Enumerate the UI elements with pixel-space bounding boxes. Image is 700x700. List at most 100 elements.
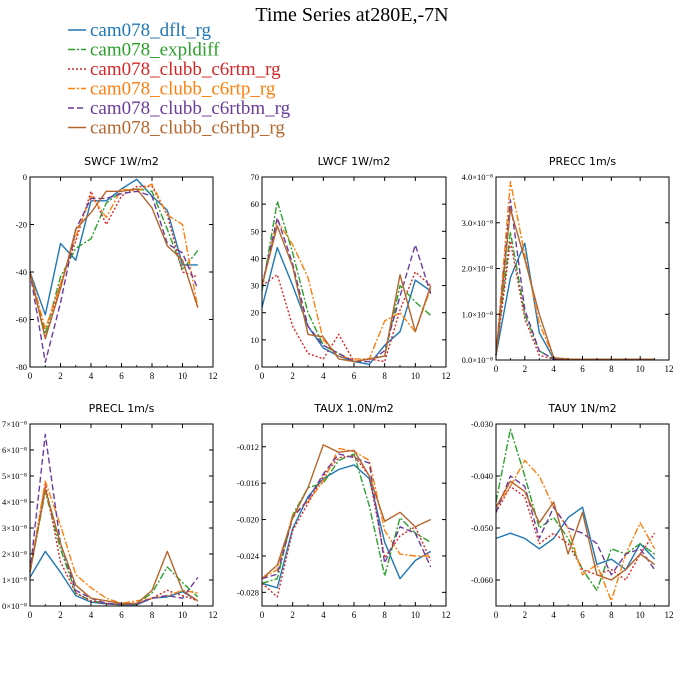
panel-5: TAUY 1N/m2 0 2 4 6 8 10 12 -0.030 -0.040 -0.050 -0.… xyxy=(471,402,673,620)
y-tick-label: 0×10⁻⁸ xyxy=(2,601,27,611)
x-tick-label: 10 xyxy=(178,610,188,620)
y-tick-label: 70 xyxy=(251,172,260,182)
series-line xyxy=(261,453,432,584)
panel-1: LWCF 1W/m2 0 2 4 6 8 10 12 0 10 20 30 40 50 60 70 xyxy=(251,155,451,381)
axes-frame xyxy=(29,176,214,368)
y-tick-label: 40 xyxy=(251,253,260,263)
x-tick-label: 12 xyxy=(665,364,674,374)
y-tick-label: -0.040 xyxy=(471,471,493,481)
panel-title: PRECL 1m/s xyxy=(89,402,155,415)
y-tick-label: -0.020 xyxy=(237,515,259,525)
series-line xyxy=(495,485,656,581)
series-line xyxy=(261,271,432,363)
y-tick-label: 1×10⁻⁸ xyxy=(2,575,27,585)
figure-title: Time Series at280E,-7N xyxy=(255,4,448,26)
x-tick-label: 8 xyxy=(150,610,155,620)
x-tick-label: 4 xyxy=(321,610,326,620)
x-tick-label: 4 xyxy=(321,371,326,381)
x-tick-label: 12 xyxy=(209,610,218,620)
series-line xyxy=(29,483,199,606)
y-tick-label: 3×10⁻⁸ xyxy=(2,523,27,533)
x-tick-label: 8 xyxy=(382,371,387,381)
x-tick-label: 4 xyxy=(89,371,94,381)
y-tick-label: 60 xyxy=(251,199,260,209)
y-tick-label: 2×10⁻⁸ xyxy=(2,549,27,559)
series-line xyxy=(261,464,432,589)
series-line xyxy=(29,433,199,606)
x-tick-label: 4 xyxy=(89,610,94,620)
series-line xyxy=(29,490,199,606)
y-tick-label: 0 xyxy=(255,362,259,372)
series-line xyxy=(261,246,432,365)
series-line xyxy=(261,447,431,580)
x-tick-label: 4 xyxy=(551,610,556,620)
axes-frame xyxy=(261,176,447,368)
x-tick-label: 12 xyxy=(209,371,218,381)
series-line xyxy=(495,242,655,361)
series-line xyxy=(495,459,656,602)
panel-title: LWCF 1W/m2 xyxy=(318,155,391,168)
series-line xyxy=(495,231,655,361)
y-tick-label: -80 xyxy=(16,362,27,372)
panel-0: SWCF 1W/m2 0 2 4 6 8 10 12 0 -20 -40 -60 -80 xyxy=(16,155,218,381)
axes-frame xyxy=(29,423,214,607)
axes-frame xyxy=(495,176,670,361)
y-tick-label: 10 xyxy=(251,335,260,345)
x-tick-label: 0 xyxy=(28,610,33,620)
x-tick-label: 2 xyxy=(58,610,63,620)
series-line xyxy=(29,188,199,335)
x-tick-label: 8 xyxy=(609,610,614,620)
y-tick-label: -0.060 xyxy=(471,575,493,585)
series-line xyxy=(261,200,432,363)
series-line xyxy=(29,190,199,363)
series-line xyxy=(29,480,198,605)
legend: cam078_dflt_rgcam078_expldiffcam078_club… xyxy=(68,20,291,139)
y-tick-label: 0.0×10⁻⁸ xyxy=(462,355,493,365)
x-tick-label: 0 xyxy=(260,371,265,381)
y-tick-label: -0.024 xyxy=(237,551,260,561)
y-tick-label: 5×10⁻⁸ xyxy=(2,471,27,481)
x-tick-label: 2 xyxy=(290,610,295,620)
series-line xyxy=(261,219,432,360)
series-line xyxy=(261,444,431,580)
x-tick-label: 10 xyxy=(636,610,646,620)
series-line xyxy=(495,480,656,581)
y-tick-label: 4.0×10⁻⁸ xyxy=(462,172,493,182)
panel-3: PRECL 1m/s 0 2 4 6 8 10 12 0×10⁻⁸ 1×10⁻⁸ 2×10⁻⁸ 3×1… xyxy=(2,402,218,620)
series-line xyxy=(495,428,656,592)
x-tick-label: 8 xyxy=(382,610,387,620)
x-tick-label: 2 xyxy=(523,610,528,620)
y-tick-label: -0.030 xyxy=(471,419,493,429)
y-tick-label: 2.0×10⁻⁸ xyxy=(462,264,493,274)
y-tick-label: 30 xyxy=(251,281,260,291)
y-tick-label: -0.050 xyxy=(471,523,493,533)
y-tick-label: -20 xyxy=(16,220,27,230)
x-tick-label: 8 xyxy=(150,371,155,381)
legend-label: cam078_clubb_c6rtbp_rg xyxy=(90,118,285,139)
x-tick-label: 10 xyxy=(411,610,421,620)
x-tick-label: 6 xyxy=(119,371,124,381)
series-line xyxy=(261,216,432,363)
y-tick-label: -0.012 xyxy=(237,442,259,452)
y-tick-label: 4×10⁻⁸ xyxy=(2,497,27,507)
y-tick-label: 3.0×10⁻⁸ xyxy=(462,218,493,228)
y-tick-label: -0.016 xyxy=(237,478,259,488)
x-tick-label: 2 xyxy=(58,371,63,381)
x-tick-label: 0 xyxy=(28,371,33,381)
x-tick-label: 6 xyxy=(580,610,585,620)
x-tick-label: 6 xyxy=(580,364,585,374)
panel-4: TAUX 1.0N/m2 0 2 4 6 8 10 12 -0.012 -0.016 -0.020 -… xyxy=(237,402,450,620)
y-tick-label: 20 xyxy=(251,308,260,318)
y-tick-label: -60 xyxy=(16,315,27,325)
series-line xyxy=(495,506,656,571)
y-tick-label: 1.0×10⁻⁸ xyxy=(462,309,493,319)
panel-title: TAUY 1N/m2 xyxy=(547,402,616,415)
legend-label: cam078_clubb_c6rtm_rg xyxy=(90,59,281,80)
panels: SWCF 1W/m2 0 2 4 6 8 10 12 0 -20 -40 -60 -80 LWCF 1W/… xyxy=(2,155,674,620)
x-tick-label: 0 xyxy=(494,364,499,374)
x-tick-label: 10 xyxy=(411,371,421,381)
y-tick-label: 6×10⁻⁸ xyxy=(2,445,27,455)
legend-label: cam078_expldiff xyxy=(90,40,220,61)
x-tick-label: 2 xyxy=(290,371,295,381)
x-tick-label: 8 xyxy=(609,364,614,374)
